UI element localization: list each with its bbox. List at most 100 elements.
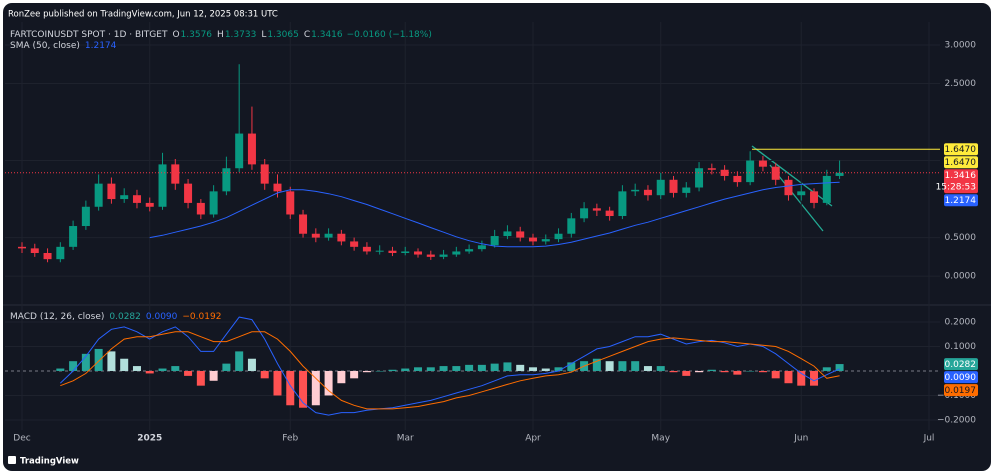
histogram-bar [554,367,563,371]
histogram-bar [528,367,537,371]
y-tick-label: −0.2000 [937,415,976,425]
candle-body [273,183,282,192]
x-tick-label: Dec [13,434,30,444]
candle-body [107,183,116,200]
histogram-bar [822,367,831,371]
candle-body [375,250,384,252]
candle-body [350,241,359,247]
candle-body [247,133,256,165]
x-tick-label: Mar [397,434,414,444]
histogram-bar [631,361,640,371]
price-label-box [944,169,978,194]
legend: SMA (50, close) 1.2174 [10,41,117,51]
legend-item: H [217,30,224,40]
y-tick-label: 0.5000 [945,233,977,243]
candle-body [145,202,154,207]
histogram-bar [209,370,218,381]
histogram-bar [797,370,806,386]
histogram-bar [490,363,499,371]
histogram-bar [643,366,652,371]
candle-body [439,254,448,257]
x-tick-label: 2025 [137,434,162,444]
legend-item: 0.0090 [146,312,178,322]
candle-body [299,214,308,234]
candle-body [720,169,729,176]
histogram-bar [247,358,256,371]
price-label-box [944,371,978,384]
candle-body [18,246,26,249]
histogram-bar [605,361,614,371]
legend-item: 1.2174 [85,41,117,51]
candle-body [554,233,563,240]
histogram-bar [669,370,678,373]
histogram-bar [299,370,308,408]
histogram-bar [222,363,231,371]
candle-body [618,191,627,217]
candle-body [56,246,65,260]
histogram-bar [311,370,320,406]
candle-body [465,249,474,252]
candle-body [835,172,844,176]
histogram-bar [120,358,129,371]
price-label-box [944,384,978,397]
histogram-bar [69,361,78,371]
legend-item: 1.3065 [267,30,299,40]
histogram-bar [388,369,397,371]
histogram-bar [465,364,474,371]
histogram-bar [618,361,627,371]
candle-body [477,245,486,250]
price-label-box [944,194,978,207]
legend: MACD (12, 26, close) 0.0282 0.0090 −0.0192 [10,312,221,322]
candle-body [324,233,333,238]
candle-body [528,237,537,242]
price-label: 1.2174 [945,196,977,206]
legend: FARTCOINUSDT SPOT · 1D · BITGET O1.3576 H1… [10,30,432,40]
histogram-bar [375,370,384,372]
candle-body [235,133,244,169]
histogram-bar [158,368,167,371]
histogram-bar [94,348,103,371]
histogram-bar [107,351,116,371]
legend-item: 1.3576 [181,30,213,40]
histogram-bar [414,367,423,371]
price-label: 1.6470 [945,158,977,168]
candle-body [388,250,397,253]
price-label-box [944,358,978,371]
candle-body [196,202,205,215]
histogram-bar [567,362,576,371]
histogram-bar [810,370,819,386]
candle-body [822,175,831,203]
y-tick-label: 3.0000 [945,40,977,50]
candle-body [643,189,652,196]
candle-body [707,168,716,170]
legend-item: 0.0282 [109,312,141,322]
histogram-bar [184,370,193,376]
candle-body [631,189,640,192]
y-tick-label: 2.5000 [945,79,977,89]
candle-body [222,168,231,192]
candle-body [337,233,346,242]
histogram-bar [171,366,180,371]
candle-body [362,246,371,252]
candle-body [184,183,193,203]
candle-body [158,164,167,207]
histogram-bar [720,370,729,373]
histogram-bar [758,370,767,373]
legend-item: O [172,30,179,40]
price-label: −0.0197 [937,386,976,396]
candle-body [541,239,550,242]
candle-body [120,195,129,200]
legend-item: L [261,30,266,40]
histogram-bar [452,366,461,371]
histogram-bar [260,370,269,379]
countdown-label: 15:28:53 [936,183,976,193]
legend-item: MACD (12, 26, close) [10,312,104,322]
candle-body [401,251,410,253]
histogram-bar [784,370,793,384]
histogram-bar [503,362,512,371]
histogram-bar [592,358,601,371]
histogram-bar [733,370,742,375]
y-tick-label: 0.2000 [945,318,977,328]
